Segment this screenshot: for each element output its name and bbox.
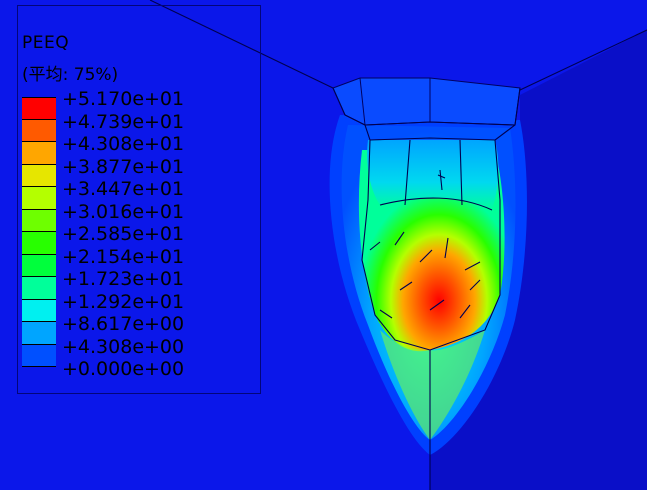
legend-value-label: +1.292e+01 (62, 290, 185, 313)
legend-swatch (22, 299, 56, 322)
upper-cap (367, 140, 499, 210)
legend-value-label: +3.016e+01 (62, 200, 185, 223)
legend-swatch (22, 142, 56, 165)
legend-value-labels: +5.170e+01 +4.739e+01 +4.308e+01 +3.877e+01… (62, 88, 242, 381)
legend-value-label: +2.154e+01 (62, 245, 185, 268)
legend-swatch (22, 277, 56, 300)
legend-value-label: +3.447e+01 (62, 178, 185, 200)
legend-swatch (22, 254, 56, 277)
legend-swatch (22, 119, 56, 142)
legend-swatch (22, 232, 56, 255)
legend-value-label: +2.585e+01 (62, 223, 185, 245)
legend-box (17, 5, 261, 394)
legend-swatch (22, 164, 56, 187)
legend-value-label: +1.723e+01 (62, 268, 185, 290)
lower-cone (380, 330, 485, 440)
legend-value-label: +4.308e+00 (62, 335, 185, 358)
legend-swatch (22, 187, 56, 210)
legend-swatch (22, 322, 56, 345)
legend-color-scale (22, 97, 56, 367)
legend-title: PEEQ (22, 33, 70, 53)
legend-swatch (22, 209, 56, 232)
legend-value-label: +5.170e+01 (62, 88, 185, 110)
legend-value-label: +8.617e+00 (62, 313, 185, 335)
legend-swatch (22, 97, 56, 120)
legend-value-label: +4.739e+01 (62, 110, 185, 133)
legend-value-label: +0.000e+00 (62, 358, 185, 380)
legend-value-label: +4.308e+01 (62, 133, 185, 155)
mesh-lines (149, 0, 647, 490)
legend-swatch (22, 344, 56, 367)
legend-subtitle: (平均: 75%) (22, 65, 119, 85)
legend-value-label: +3.877e+01 (62, 155, 185, 178)
